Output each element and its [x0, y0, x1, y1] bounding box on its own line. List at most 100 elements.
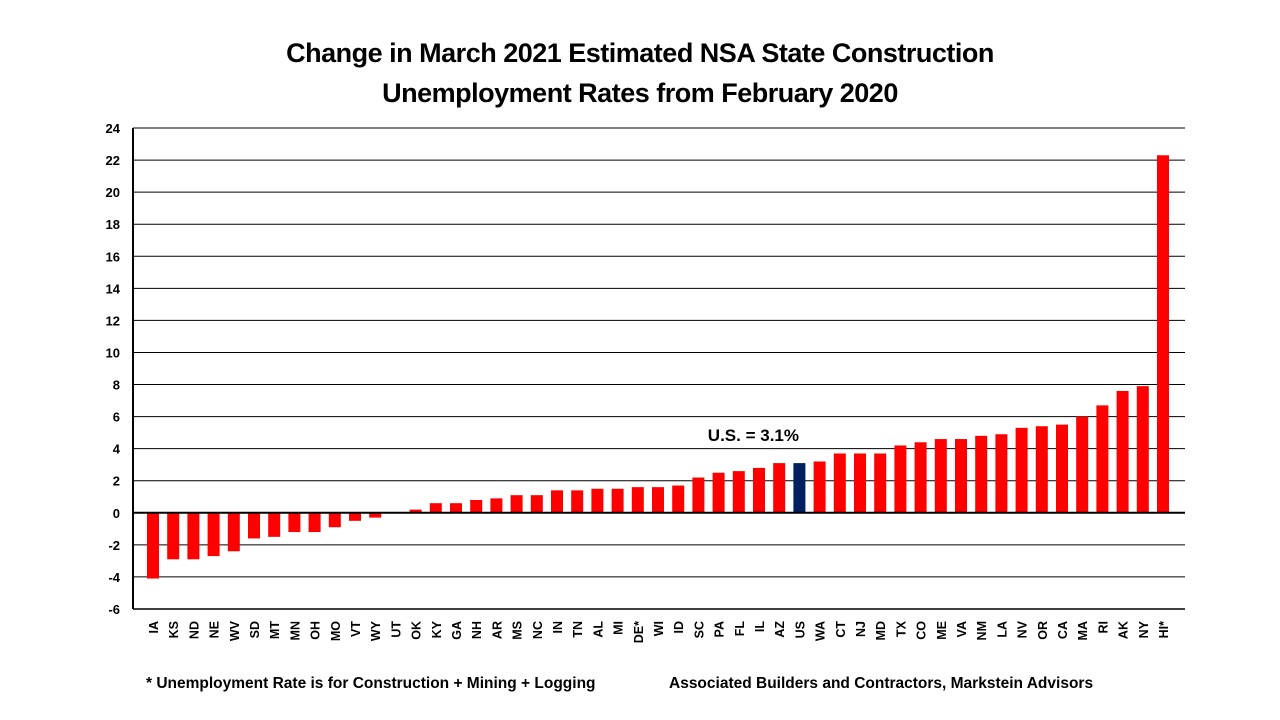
y-tick-label: 14 [106, 281, 121, 296]
bar-nd [187, 512, 200, 560]
bar-ky [429, 503, 442, 513]
source-note: Associated Builders and Contractors, Mar… [669, 675, 1094, 692]
x-tick-label: SD [248, 621, 262, 638]
bar-ga [450, 503, 462, 513]
bar-wy [369, 512, 382, 518]
y-tick-label: -2 [108, 538, 120, 553]
chart-title-line2: Unemployment Rates from February 2020 [382, 78, 898, 108]
x-tick-label: TX [894, 620, 908, 637]
bar-me [934, 439, 947, 513]
x-tick-label: CT [834, 621, 848, 638]
x-tick-label: NJ [854, 621, 868, 637]
bar-ny [1136, 386, 1149, 513]
bar-vt [349, 512, 361, 521]
x-tick-label: CA [1056, 621, 1070, 639]
bar-la [995, 434, 1008, 513]
bar-nh [470, 499, 483, 513]
bar-ms [510, 495, 523, 513]
bar-wa [813, 461, 826, 513]
x-tick-label: WA [814, 621, 828, 641]
x-tick-label: LA [995, 621, 1009, 638]
y-tick-label: 24 [106, 121, 121, 136]
footnote: * Unemployment Rate is for Construction … [146, 675, 596, 692]
bar-co [914, 442, 927, 513]
bar-in [551, 490, 563, 513]
x-tick-label: NC [531, 621, 545, 639]
x-tick-label: RI [1096, 621, 1110, 634]
x-tick-label: UT [389, 621, 403, 638]
bar-ks [167, 512, 180, 560]
y-tick-label: 10 [106, 345, 120, 360]
bar-tn [571, 490, 584, 513]
bar-ia [147, 512, 159, 579]
x-tick-label: MI [612, 621, 626, 635]
bar-az [773, 463, 786, 513]
x-tick-label: WY [369, 620, 383, 641]
y-tick-label: 18 [106, 217, 120, 232]
bar-mo [328, 512, 341, 528]
bar-ar [490, 498, 503, 513]
bar-or [1035, 426, 1048, 513]
bar-ak [1116, 390, 1129, 513]
x-tick-label: IN [551, 621, 565, 634]
x-tick-label: MD [874, 621, 888, 640]
x-tick-label: KS [167, 621, 181, 638]
x-tick-label: ID [672, 621, 686, 634]
x-tick-label: CO [915, 621, 929, 640]
x-tick-label: NE [208, 621, 222, 638]
x-tick-label: VA [955, 621, 969, 637]
y-tick-label: 20 [106, 185, 120, 200]
x-tick-label: AZ [773, 621, 787, 638]
bar-nv [1015, 427, 1028, 513]
x-tick-label: ME [935, 621, 949, 640]
x-tick-label: MS [511, 621, 525, 640]
x-tick-label: IL [753, 621, 767, 632]
x-tick-label: PA [713, 621, 727, 637]
bar-sc [692, 477, 705, 513]
bar-pa [712, 472, 725, 513]
x-tick-label: SC [692, 621, 706, 638]
bar-nj [854, 453, 866, 513]
y-tick-label: 12 [106, 313, 120, 328]
chart-title-line1: Change in March 2021 Estimated NSA State… [286, 38, 994, 68]
x-tick-label: AK [1117, 621, 1131, 639]
x-tick-label: OK [410, 621, 424, 640]
bar-fl [732, 471, 745, 513]
bar-ma [1076, 416, 1089, 513]
x-tick-label: KY [430, 620, 444, 638]
bar-wi [652, 487, 664, 513]
x-tick-label: AL [591, 621, 605, 638]
x-tick-label: NY [1137, 620, 1151, 638]
x-tick-label: OR [1036, 621, 1050, 640]
y-tick-label: 6 [113, 410, 120, 425]
bar-mn [288, 512, 301, 533]
x-tick-label: MN [288, 621, 302, 640]
bar-ca [1056, 424, 1068, 513]
bar-nm [975, 435, 988, 513]
x-tick-label: TN [571, 621, 585, 638]
y-tick-label: 4 [113, 442, 121, 457]
bar-md [874, 453, 887, 513]
y-tick-label: 8 [113, 378, 120, 393]
bar-mi [611, 488, 624, 513]
y-tick-label: -6 [108, 602, 120, 617]
x-tick-label: MA [1076, 621, 1090, 640]
x-tick-label: FL [733, 621, 747, 637]
bar-us [793, 463, 806, 513]
y-tick-label: -4 [108, 570, 120, 585]
bar-sd [248, 512, 260, 539]
x-tick-label: IA [147, 621, 161, 634]
bar-oh [308, 512, 321, 533]
x-tick-label: WI [652, 621, 666, 636]
bar-ri [1096, 405, 1109, 513]
bar-id [672, 485, 685, 513]
bar-ok [409, 509, 422, 513]
x-tick-label: VT [349, 621, 363, 637]
x-tick-label: MT [268, 621, 282, 639]
bar-nc [530, 495, 543, 513]
x-tick-label: NM [975, 621, 989, 640]
x-tick-label: DE* [632, 621, 646, 643]
y-tick-label: 0 [113, 506, 120, 521]
bar-hi [1157, 155, 1169, 513]
